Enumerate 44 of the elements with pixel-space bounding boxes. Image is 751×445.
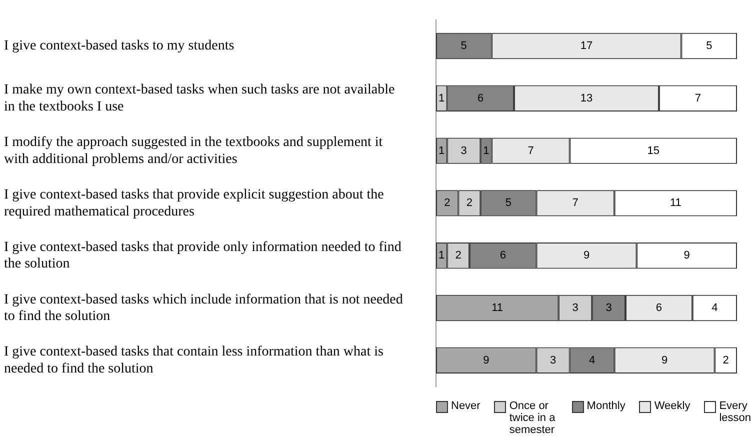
data-label: 3 <box>572 302 578 314</box>
data-label: 5 <box>706 40 712 52</box>
data-label: 2 <box>722 354 729 366</box>
data-label: 9 <box>583 250 590 262</box>
data-label: 7 <box>572 197 578 210</box>
data-label: 5 <box>460 40 467 52</box>
data-label: 9 <box>661 354 668 366</box>
legend-label: Monthly <box>586 400 626 412</box>
y-tick-label: I give context-based tasks which include information that is not needed to find the solution <box>4 292 403 324</box>
data-label: 6 <box>500 250 506 262</box>
legend-label: Once or twice in a semester <box>509 400 556 436</box>
data-label: 1 <box>438 92 445 104</box>
data-label: 1 <box>438 250 445 262</box>
data-label: 6 <box>478 92 484 104</box>
data-label: 2 <box>444 197 450 210</box>
data-label: 9 <box>684 250 690 262</box>
y-tick-label: I give context-based tasks that provide only information needed to find the solution <box>4 240 402 272</box>
data-label: 2 <box>455 250 462 262</box>
y-tick-label: I modify the approach suggested in the textbooks and supplement it with additional problems and/or activities <box>4 135 383 167</box>
data-label: 9 <box>483 354 490 366</box>
data-label: 7 <box>528 144 534 157</box>
data-label: 17 <box>580 40 593 52</box>
y-tick-label: I give context-based tasks to my students <box>4 38 234 54</box>
text: Every lesson <box>719 400 751 424</box>
y-tick-label: I give context-based tasks that contain less information than what is needed to find the solution <box>4 344 384 376</box>
data-label: 2 <box>466 197 473 210</box>
data-label: 11 <box>670 197 682 210</box>
data-label: 3 <box>606 302 612 314</box>
y-tick-label: I make my own context-based tasks when such tasks are not available in the textbooks I use <box>4 82 395 114</box>
data-label: 3 <box>460 144 467 157</box>
data-label: 3 <box>550 354 556 366</box>
data-label: 5 <box>505 197 512 210</box>
data-label: 7 <box>694 92 702 104</box>
data-label: 6 <box>656 302 662 314</box>
data-label: 11 <box>492 302 504 314</box>
legend-label: Weekly <box>654 400 690 412</box>
data-label: 13 <box>580 92 593 104</box>
data-label: 1 <box>483 144 490 157</box>
data-label: 1 <box>438 144 445 157</box>
y-tick-label: I give context-based tasks that provide explicit suggestion about the required mathematical procedures <box>4 187 384 220</box>
data-label: 4 <box>712 302 718 314</box>
data-label: 15 <box>647 144 660 157</box>
data-label: 4 <box>589 354 596 366</box>
legend-label: Never <box>451 400 480 412</box>
